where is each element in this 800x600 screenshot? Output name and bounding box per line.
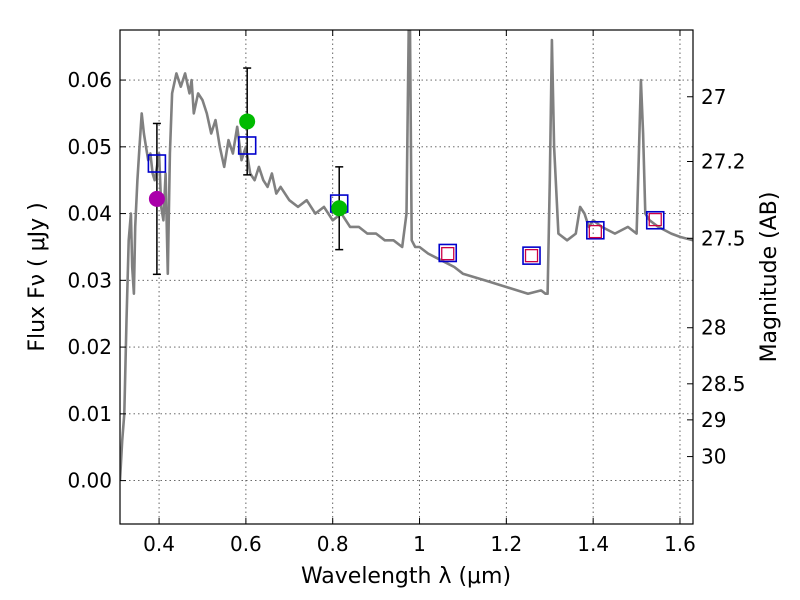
model-point: [237, 136, 257, 155]
green-point: [239, 113, 256, 130]
x-tick-label: 1.4: [577, 532, 609, 556]
magnitude-tick-label: 27.2: [701, 150, 746, 174]
y-tick-label: 0.01: [67, 402, 112, 426]
y-tick-label: 0.04: [67, 202, 112, 226]
grid: [120, 30, 693, 524]
y-tick-label: 0.02: [67, 335, 112, 359]
y-tick-label: 0.03: [67, 268, 112, 292]
magnitude-tick-label: 28.5: [701, 372, 746, 396]
x-axis-label: Wavelength λ (μm): [301, 564, 511, 589]
x-tick-label: 1: [413, 532, 426, 556]
magnitude-tick-label: 27: [701, 85, 726, 109]
y-axis-left: 0.00 0.01 0.02 0.03 0.04 0.05 0.06: [67, 68, 126, 493]
y-tick-label: 0.05: [67, 135, 112, 159]
spectrum-line: [120, 30, 693, 481]
x-tick-label: 0.6: [230, 532, 262, 556]
magnitude-tick-label: 28: [701, 316, 726, 340]
y-axis-label-right: Magnitude (AB): [757, 192, 782, 363]
model-point: [438, 243, 458, 263]
model-point: [147, 154, 167, 173]
y-tick-label: 0.00: [67, 469, 112, 493]
plot-area: [120, 30, 693, 481]
green-point: [331, 200, 348, 217]
y-tick-label: 0.06: [67, 68, 112, 92]
y-axis-right: 27 27.2 27.5 28 28.5 29 30: [687, 85, 746, 469]
model-point: [586, 220, 605, 240]
model-point: [522, 246, 541, 265]
magnitude-tick-label: 30: [701, 445, 726, 469]
plot-frame: [119, 29, 694, 525]
magnitude-tick-label: 27.5: [701, 226, 746, 250]
x-tick-label: 1.2: [490, 532, 522, 556]
observed-box: [648, 212, 662, 227]
model-point: [645, 210, 665, 230]
x-axis: 0.4 0.6 0.8 1 1.2 1.4 1.6: [143, 30, 696, 556]
purple-point: [148, 190, 165, 207]
observed-box: [524, 248, 539, 263]
observed-box: [588, 224, 602, 239]
x-tick-label: 0.4: [143, 532, 175, 556]
magnitude-tick-label: 29: [701, 408, 726, 432]
x-tick-label: 1.6: [664, 532, 696, 556]
y-axis-label: Flux Fν ( μJy ): [25, 202, 50, 351]
observed-box: [441, 246, 455, 261]
x-tick-label: 0.8: [317, 532, 349, 556]
